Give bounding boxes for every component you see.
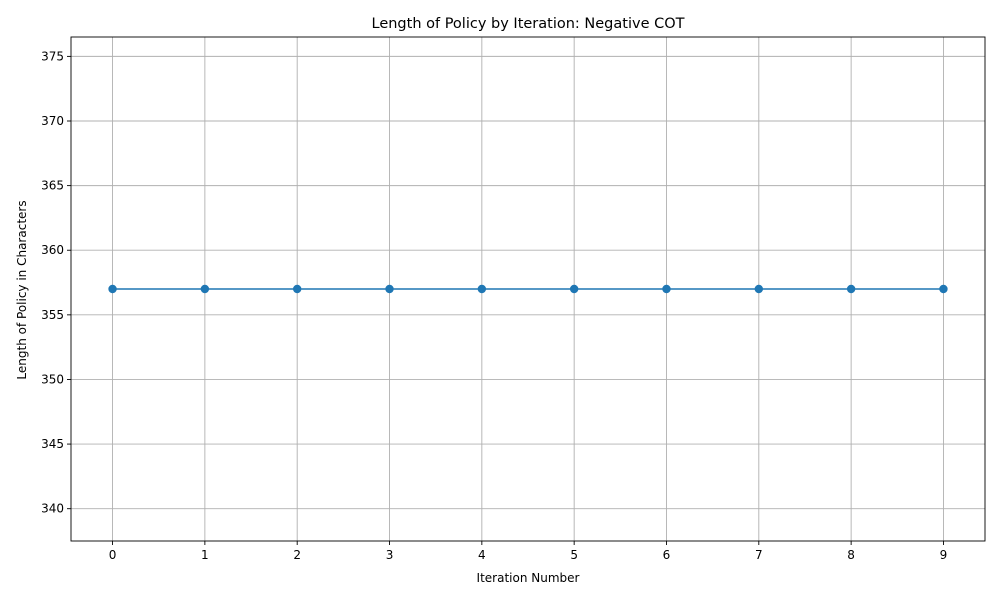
x-tick-label: 5 [570,548,578,562]
y-tick-label: 340 [41,502,64,516]
x-tick-label: 3 [386,548,394,562]
data-point [200,284,210,294]
y-tick-label: 355 [41,308,64,322]
data-point [477,284,487,294]
y-tick-label: 370 [41,114,64,128]
x-tick-label: 0 [109,548,117,562]
data-point [385,284,394,294]
y-tick-label: 375 [41,49,64,63]
data-point [754,284,764,294]
x-tick-label: 8 [847,548,855,562]
data-point [108,284,117,294]
y-tick-label: 360 [41,243,64,257]
x-tick-label: 7 [755,548,763,562]
chart-title: Length of Policy by Iteration: Negative … [372,16,685,32]
data-point [569,284,579,294]
x-axis-label: Iteration Number [477,571,580,585]
data-point [662,284,671,294]
data-point [846,284,856,294]
y-axis-label: Length of Policy in Characters [15,200,29,379]
data-point [939,284,948,294]
x-tick-label: 4 [478,548,486,562]
y-tick-label: 350 [41,372,64,386]
x-tick-label: 2 [293,548,301,562]
data-point [292,284,302,294]
y-tick-label: 345 [41,437,64,451]
x-tick-label: 1 [201,548,209,562]
grid [71,37,985,541]
y-tick-label: 365 [41,179,64,193]
x-tick-label: 6 [663,548,671,562]
x-tick-label: 9 [940,548,948,562]
series-layer [108,284,948,294]
axes-frame [70,36,986,542]
